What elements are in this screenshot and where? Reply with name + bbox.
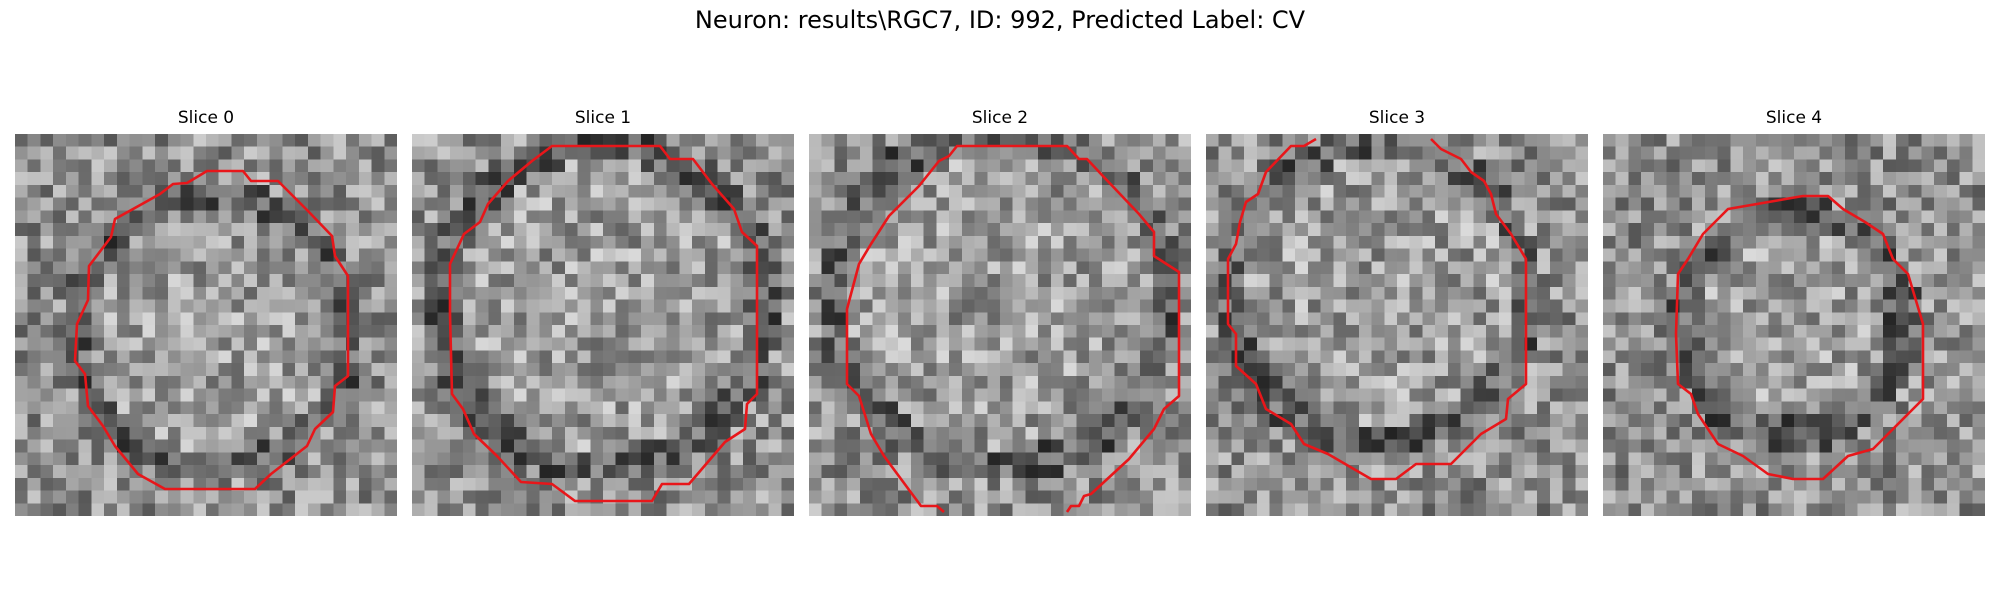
slice-2-title: Slice 2	[971, 108, 1029, 128]
slice-0-title: Slice 0	[177, 108, 235, 128]
figure-title: Neuron: results\RGC7, ID: 992, Predicted…	[694, 6, 1306, 34]
slice-3-contour	[1226, 137, 1528, 481]
slice-4-title: Slice 4	[1765, 108, 1823, 128]
slice-0-contour	[73, 169, 350, 491]
slice-3-image	[1206, 134, 1588, 516]
slice-3-title: Slice 3	[1368, 108, 1426, 128]
slice-4-image	[1603, 134, 1985, 516]
slice-1-title: Slice 1	[574, 108, 632, 128]
slice-4-contour	[1674, 194, 1925, 481]
slice-2-contour	[845, 144, 1181, 513]
slice-2-image	[809, 134, 1191, 516]
slice-0-image	[15, 134, 397, 516]
slice-1-image	[412, 134, 794, 516]
slice-1-contour	[448, 144, 759, 503]
